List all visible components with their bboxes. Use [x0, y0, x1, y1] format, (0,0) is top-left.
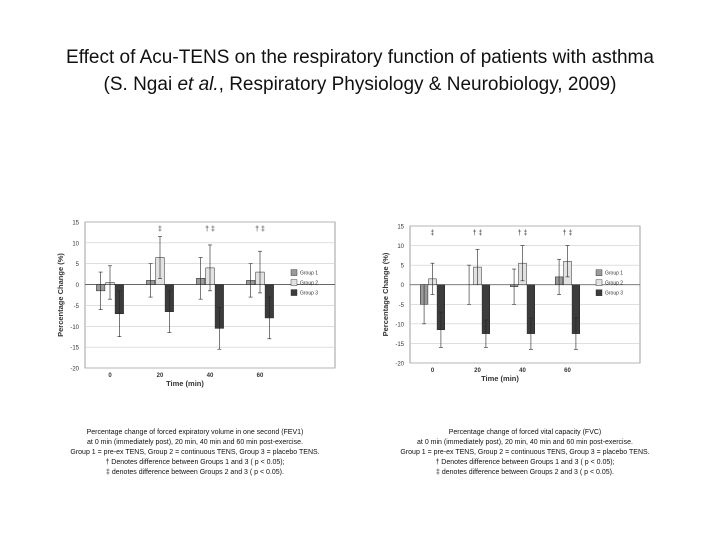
y-tick-label: 0: [76, 283, 80, 289]
title-part: , Respiratory Physiology & Neurobiology,…: [218, 74, 617, 95]
legend-swatch: [290, 279, 298, 286]
title-part: et al.: [177, 74, 219, 95]
caption-line: at 0 min (immediately post), 20 min, 40 …: [417, 439, 633, 446]
annotation: ‡: [158, 226, 162, 233]
slide-title: Effect of Acu-TENS on the respiratory fu…: [0, 44, 720, 98]
y-tick-label: -5: [399, 303, 405, 309]
annotation: † ‡: [563, 230, 573, 237]
y-tick-label: 5: [401, 264, 405, 270]
y-tick-label: -15: [395, 342, 404, 348]
x-tick-label: 20: [474, 368, 481, 374]
caption-line: † Denotes difference between Groups 1 an…: [105, 459, 284, 466]
y-tick-label: -5: [74, 304, 80, 310]
legend-label: Group 1: [605, 271, 623, 277]
y-tick-label: -20: [395, 362, 404, 368]
x-tick-label: 40: [207, 373, 214, 379]
y-tick-label: 5: [76, 262, 80, 268]
y-tick-label: 15: [397, 225, 404, 231]
legend-label: Group 1: [300, 271, 318, 277]
legend-label: Group 3: [300, 291, 318, 297]
y-tick-label: 15: [72, 221, 79, 227]
legend-swatch: [290, 289, 298, 296]
x-tick-label: 60: [257, 373, 264, 379]
caption-line: Percentage change of forced expiratory v…: [87, 429, 304, 436]
y-tick-label: -10: [395, 322, 404, 328]
x-axis-label: Time (min): [166, 379, 204, 388]
x-axis-label: Time (min): [481, 374, 519, 383]
y-tick-label: -10: [70, 325, 79, 331]
x-tick-label: 20: [157, 373, 164, 379]
x-tick-label: 60: [564, 368, 571, 374]
annotation: † ‡: [205, 226, 215, 233]
annotation: ‡: [431, 230, 435, 237]
caption-line: Percentage change of forced vital capaci…: [449, 429, 602, 436]
y-tick-label: -20: [70, 367, 79, 373]
y-tick-label: -15: [70, 346, 79, 352]
x-tick-label: 0: [431, 368, 435, 374]
x-tick-label: 40: [519, 368, 526, 374]
caption-line: ‡ denotes difference between Groups 2 an…: [106, 469, 284, 476]
legend-swatch: [595, 269, 603, 276]
legend-swatch: [290, 269, 298, 276]
caption-line: † Denotes difference between Groups 1 an…: [435, 459, 614, 466]
y-tick-label: 10: [72, 241, 79, 247]
annotation: † ‡: [255, 226, 265, 233]
caption-line: at 0 min (immediately post), 20 min, 40 …: [87, 439, 303, 446]
y-axis-label: Percentage Change (%): [56, 253, 65, 337]
legend-swatch: [595, 289, 603, 296]
title-part: (S. Ngai: [103, 74, 178, 95]
caption-line: Group 1 = pre-ex TENS, Group 2 = continu…: [70, 449, 319, 456]
title-line: Effect of Acu-TENS on the respiratory fu…: [66, 47, 654, 68]
annotation: † ‡: [473, 230, 483, 237]
legend-label: Group 2: [605, 281, 623, 287]
y-axis-label: Percentage Change (%): [381, 252, 390, 336]
legend-label: Group 3: [605, 291, 623, 297]
caption-line: ‡ denotes difference between Groups 2 an…: [436, 469, 614, 476]
title-line: (S. Ngai et al., Respiratory Physiology …: [0, 71, 720, 98]
caption-line: Group 1 = pre-ex TENS, Group 2 = continu…: [400, 449, 649, 456]
y-tick-label: 10: [397, 244, 404, 250]
x-tick-label: 0: [108, 373, 112, 379]
legend-label: Group 2: [300, 281, 318, 287]
y-tick-label: 0: [401, 283, 405, 289]
legend-swatch: [595, 279, 603, 286]
annotation: † ‡: [518, 230, 528, 237]
